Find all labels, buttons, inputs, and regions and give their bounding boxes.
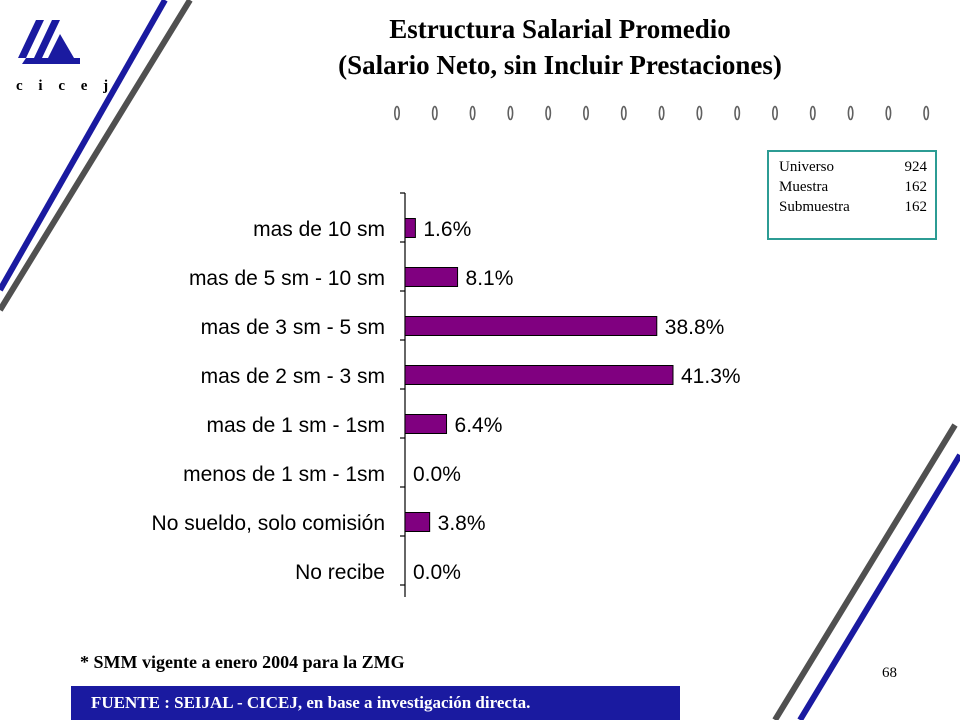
sample-label: Submuestra	[779, 199, 850, 215]
bar	[404, 316, 658, 336]
ornament-dot	[809, 105, 816, 121]
category-label: No sueldo, solo comisión	[152, 512, 385, 535]
ornament-dot	[658, 105, 665, 121]
source-text: FUENTE : SEIJAL - CICEJ, en base a inves…	[91, 693, 531, 712]
right-blue-stripe	[797, 453, 960, 720]
ornament-dot	[696, 105, 703, 121]
value-label: 41.3%	[681, 365, 741, 388]
sample-row-muestra: Muestra 162	[779, 177, 927, 197]
category-label: mas de 10 sm	[253, 218, 385, 241]
left-blue-stripe	[0, 0, 168, 292]
category-label: No recibe	[295, 561, 385, 584]
value-label: 0.0%	[413, 561, 461, 584]
ornament-dot	[734, 105, 741, 121]
logo-text: c i c e j	[16, 78, 115, 94]
bar	[404, 218, 416, 238]
sample-value: 924	[904, 159, 928, 175]
bar	[404, 365, 674, 385]
ornament-dot	[582, 105, 589, 121]
category-label: mas de 2 sm - 3 sm	[201, 365, 385, 388]
category-label: mas de 5 sm - 10 sm	[189, 267, 385, 290]
ornament-dot	[393, 105, 400, 121]
page-title: Estructura Salarial Promedio	[389, 14, 731, 44]
value-label: 6.4%	[455, 414, 503, 437]
sample-label: Muestra	[779, 179, 829, 195]
bar	[404, 267, 459, 287]
left-gray-stripe	[0, 0, 193, 312]
sample-row-universo: Universo 924	[779, 157, 927, 177]
ornament-dot	[885, 105, 892, 121]
ornament-dot	[620, 105, 627, 121]
ornament-dot	[431, 105, 438, 121]
footnote: * SMM vigente a enero 2004 para la ZMG	[80, 652, 405, 672]
ornament-dot	[469, 105, 476, 121]
sample-value: 162	[904, 199, 928, 215]
value-label: 1.6%	[423, 218, 471, 241]
ornament-dot	[771, 105, 778, 121]
cicej-logo-icon	[18, 20, 80, 64]
ornament-dot	[847, 105, 854, 121]
ornament-dot	[923, 105, 930, 121]
value-label: 38.8%	[665, 316, 725, 339]
ornament-dot	[507, 105, 514, 121]
source-bar: FUENTE : SEIJAL - CICEJ, en base a inves…	[71, 686, 680, 720]
page-number: 68	[882, 665, 897, 681]
sample-row-submuestra: Submuestra 162	[779, 197, 927, 217]
category-label: mas de 1 sm - 1sm	[206, 414, 385, 437]
value-label: 8.1%	[466, 267, 514, 290]
category-label: mas de 3 sm - 5 sm	[201, 316, 385, 339]
value-label: 3.8%	[438, 512, 486, 535]
ornament-dot	[545, 105, 552, 121]
dotted-ornament	[393, 105, 930, 121]
page-subtitle: (Salario Neto, sin Incluir Prestaciones)	[338, 50, 782, 80]
value-label: 0.0%	[413, 463, 461, 486]
sample-value: 162	[904, 179, 928, 195]
category-label: menos de 1 sm - 1sm	[183, 463, 385, 486]
right-gray-stripe	[772, 423, 958, 720]
bar	[404, 512, 431, 532]
sample-label: Universo	[779, 159, 834, 175]
bar	[404, 414, 448, 434]
sample-info-box: Universo 924 Muestra 162 Submuestra 162	[767, 150, 937, 240]
